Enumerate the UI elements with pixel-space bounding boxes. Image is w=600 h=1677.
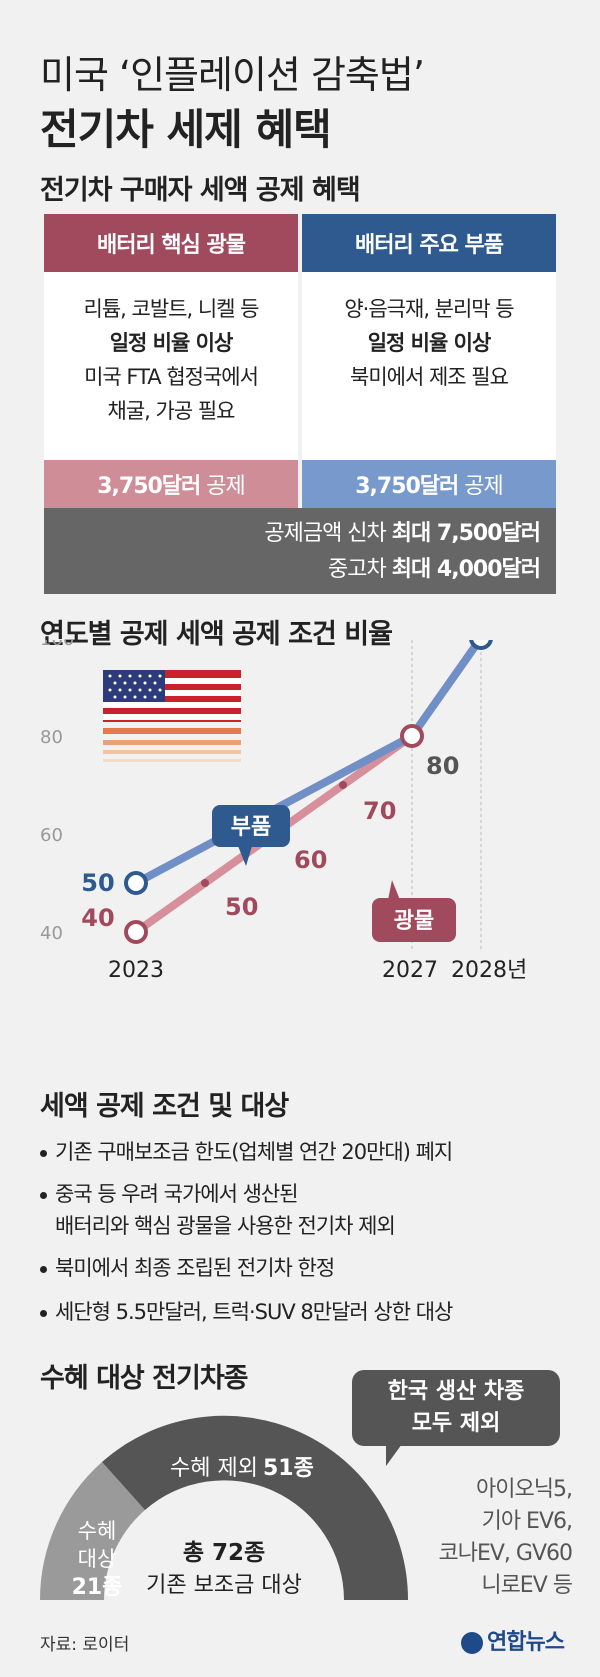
total-amount: 공제금액 신차 최대 7,500달러 중고차 최대 4,000달러 — [44, 508, 556, 594]
mineral-header: 배터리 핵심 광물 — [44, 214, 298, 272]
data-label: 70 — [363, 797, 396, 825]
part-amount: 3,750달러 공제 — [302, 460, 556, 508]
excluded-count: 51종 — [263, 1456, 314, 1481]
y-tick-label: 80 — [40, 727, 63, 748]
included-count: 21종 — [72, 1575, 123, 1600]
mineral-conditions: 리튬, 코발트, 니켈 등 일정 비율 이상 미국 FTA 협정국에서 채굴, … — [44, 272, 298, 460]
included-segment — [39, 1462, 145, 1600]
title-line2: 전기차 세제 혜택 — [40, 105, 332, 154]
condition-bullet: 북미에서 최종 조립된 전기차 한정 — [40, 1252, 335, 1284]
total-count: 총 72종 — [183, 1540, 265, 1566]
ratio-chart: 406080100202320272028년 50100%4050607080 … — [40, 640, 527, 983]
data-label: 80 — [426, 752, 459, 780]
data-point — [124, 871, 148, 895]
total-sub: 기존 보조금 대상 — [146, 1573, 302, 1598]
models-heading: 수혜 대상 전기차종 — [40, 1363, 249, 1394]
credit-heading: 전기차 구매자 세액 공제 혜택 — [40, 175, 361, 206]
data-point — [201, 879, 209, 887]
part-header: 배터리 주요 부품 — [302, 214, 556, 272]
part-conditions: 양·음극재, 분리막 등 일정 비율 이상 북미에서 제조 필요 — [302, 272, 556, 460]
data-point — [400, 724, 424, 748]
title-line1: 미국 ‘인플레이션 감축법’ — [40, 53, 425, 97]
x-tick-label: 2023 — [108, 958, 164, 983]
chart-heading: 연도별 공제 세액 공제 조건 비율 — [40, 619, 393, 650]
us-flag-illustration — [103, 670, 241, 762]
data-label: 50 — [225, 893, 258, 921]
conditions-heading: 세액 공제 조건 및 대상 — [40, 1091, 289, 1122]
data-point — [124, 920, 148, 944]
x-tick-label: 2027 — [382, 958, 438, 983]
included-label2: 대상 — [78, 1547, 117, 1571]
excluded-segment — [102, 1415, 409, 1600]
included-label1: 수혜 — [78, 1519, 117, 1543]
excluded-examples: 아이오닉5, 기아 EV6, 코나EV, GV60 니로EV 등 — [438, 1477, 573, 1598]
excluded-label: 수혜 제외 — [170, 1456, 258, 1481]
x-tick-label: 2028년 — [451, 958, 527, 983]
bubble-tail — [386, 1444, 402, 1466]
source-note: 자료: 로이터 — [40, 1635, 130, 1655]
condition-bullet: 중국 등 우려 국가에서 생산된 배터리와 핵심 광물을 사용한 전기차 제외 — [40, 1178, 396, 1242]
data-point — [469, 640, 493, 650]
publisher-logo: 연합뉴스 — [461, 1624, 565, 1656]
condition-bullet: 세단형 5.5만달러, 트럭·SUV 8만달러 상한 대상 — [40, 1296, 453, 1328]
part-callout: 부품 — [212, 805, 290, 866]
y-tick-label: 40 — [40, 923, 63, 944]
models-half-donut: 수혜 제외 51종 수혜 대상 21종 총 72종 기존 보조금 대상 — [39, 1415, 409, 1600]
data-point — [339, 781, 347, 789]
y-tick-label: 60 — [40, 825, 63, 846]
y-tick-label: 100 — [40, 640, 74, 650]
mineral-amount: 3,750달러 공제 — [44, 460, 298, 508]
credit-table: 배터리 핵심 광물 배터리 주요 부품 리튬, 코발트, 니켈 등 일정 비율 … — [44, 214, 556, 594]
condition-bullet: 기존 구매보조금 한도(업체별 연간 20만대) 폐지 — [40, 1136, 453, 1168]
korea-excluded-bubble: 한국 생산 차종 모두 제외 — [352, 1370, 560, 1446]
data-label: 50 — [81, 869, 114, 897]
mineral-callout: 광물 — [372, 880, 456, 942]
mineral-series-label: 광물 — [394, 909, 434, 934]
data-label: 60 — [294, 846, 327, 874]
data-label: 40 — [81, 904, 114, 932]
globe-icon — [461, 1632, 484, 1654]
part-series-label: 부품 — [231, 815, 271, 840]
